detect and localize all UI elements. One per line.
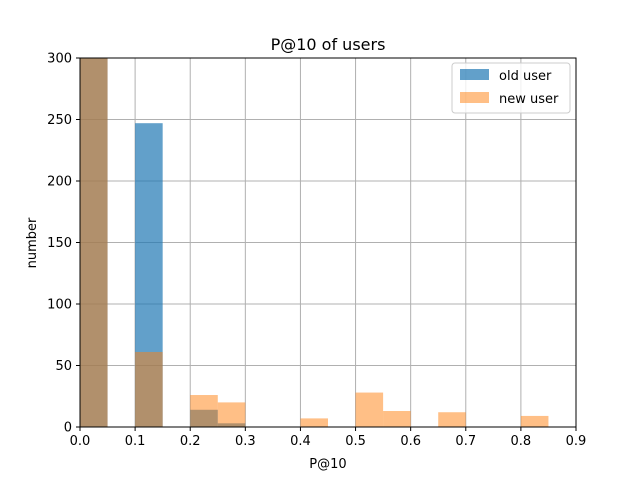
x-tick-label: 0.6	[400, 434, 421, 449]
chart-title: P@10 of users	[271, 35, 386, 54]
y-tick-label: 250	[47, 113, 72, 128]
x-tick-label: 0.8	[511, 434, 532, 449]
legend-swatch-new-user	[460, 92, 489, 103]
x-tick-label: 0.2	[180, 434, 201, 449]
y-tick-label: 200	[47, 175, 72, 190]
y-tick-label: 100	[47, 298, 72, 313]
y-tick-label: 50	[55, 359, 72, 374]
x-tick-label: 0.3	[235, 434, 256, 449]
x-tick-label: 0.9	[566, 434, 587, 449]
bar-new-user	[355, 392, 384, 427]
y-tick-label: 0	[64, 421, 72, 436]
bar-new-user	[520, 415, 549, 427]
x-tick-label: 0.0	[70, 434, 91, 449]
x-tick-label: 0.4	[290, 434, 311, 449]
legend-swatch-old-user	[460, 69, 489, 80]
y-tick-label: 150	[47, 236, 72, 251]
x-tick-label: 0.1	[125, 434, 146, 449]
bar-new-user	[300, 418, 328, 427]
ticks: 0.0 0.1 0.2 0.3 0.4 0.5 0.6 0.7 0.8 0.9 0 50 100 150 2…	[47, 52, 586, 450]
bar-new-user	[135, 351, 163, 427]
x-tick-label: 0.7	[455, 434, 476, 449]
bars	[80, 58, 549, 427]
bar-new-user	[80, 58, 108, 427]
y-axis-label: number	[25, 217, 40, 268]
bar-new-user	[190, 395, 218, 427]
x-axis-label: P@10	[309, 457, 346, 472]
bar-new-user	[217, 402, 246, 427]
x-tick-label: 0.5	[345, 434, 366, 449]
legend-label-new-user: new user	[499, 92, 559, 107]
legend: old user new user	[451, 62, 571, 114]
bar-new-user	[383, 411, 411, 427]
y-tick-label: 300	[47, 52, 72, 67]
legend-label-old-user: old user	[499, 69, 552, 84]
bar-new-user	[438, 412, 466, 427]
